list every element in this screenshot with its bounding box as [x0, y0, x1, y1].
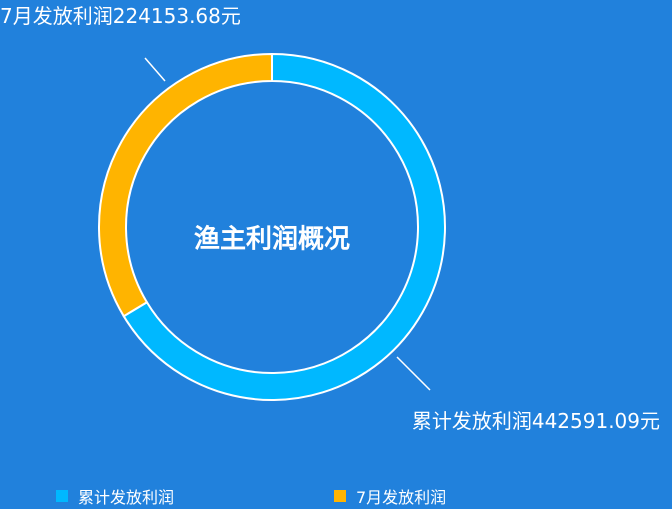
- legend-swatch-july: [334, 490, 346, 502]
- legend: 累计发放利润 7月发放利润: [0, 484, 672, 508]
- legend-item-july[interactable]: 7月发放利润: [334, 484, 446, 508]
- pie-slice-1[interactable]: [98, 52, 273, 318]
- legend-swatch-cumulative: [56, 490, 68, 502]
- data-label-0: 累计发放利润442591.09元: [412, 409, 660, 433]
- data-label-1: 7月发放利润224153.68元: [0, 4, 241, 28]
- legend-label-cumulative: 累计发放利润: [78, 488, 175, 507]
- chart-title: 渔主利润概况: [194, 224, 350, 255]
- legend-item-cumulative[interactable]: 累计发放利润: [56, 484, 174, 508]
- slices-layer: [98, 52, 446, 401]
- data-labels-layer: 累计发放利润442591.09元 7月发放利润224153.68元: [0, 4, 660, 433]
- pie-slice-0[interactable]: [122, 52, 446, 401]
- leader-line-0: [396, 356, 431, 391]
- leader-lines-layer: [144, 57, 431, 391]
- legend-label-july: 7月发放利润: [356, 488, 447, 507]
- leader-line-1: [144, 57, 166, 82]
